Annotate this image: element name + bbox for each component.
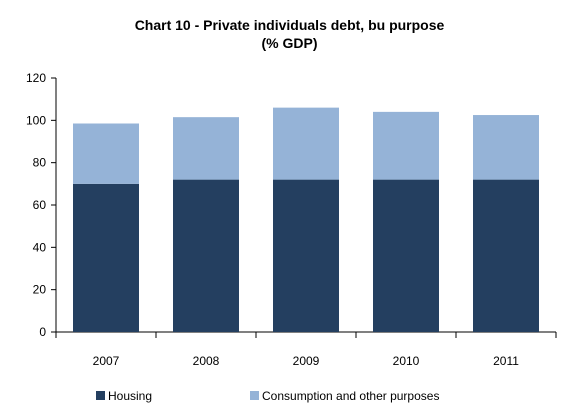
y-tick-label: 0 <box>39 325 46 339</box>
bar-consumption <box>73 123 139 184</box>
bar-consumption <box>373 111 439 180</box>
x-tick-label: 2010 <box>393 354 420 368</box>
y-tick-label: 100 <box>26 113 46 127</box>
x-tick-label: 2009 <box>293 354 320 368</box>
bars <box>73 107 539 332</box>
chart-subtitle: (% GDP) <box>261 35 318 51</box>
bar-consumption <box>273 107 339 180</box>
bar-consumption <box>173 117 239 180</box>
bar-consumption <box>473 115 539 180</box>
bar-housing <box>473 179 539 332</box>
legend-swatch <box>96 391 105 400</box>
y-tick-label: 40 <box>33 240 47 254</box>
legend-swatch <box>250 391 259 400</box>
y-tick-label: 80 <box>33 156 47 170</box>
x-tick-label: 2008 <box>193 354 220 368</box>
y-axis: 0 20 40 60 80 100 120 <box>26 71 57 339</box>
legend: Housing Consumption and other purposes <box>96 389 439 403</box>
bar-housing <box>373 179 439 332</box>
x-axis: 2007 2008 2009 2010 2011 <box>55 331 557 368</box>
bar-housing <box>73 183 139 332</box>
x-tick-label: 2011 <box>493 354 519 368</box>
chart-title-line: Chart 10 - Private individuals debt, bu … <box>134 17 445 33</box>
bar-housing <box>173 179 239 332</box>
x-tick-label: 2007 <box>93 354 120 368</box>
y-tick-label: 20 <box>33 283 47 297</box>
chart-title: Chart 10 - Private individuals debt, bu … <box>0 16 579 52</box>
bar-housing <box>273 179 339 332</box>
legend-label: Housing <box>108 389 152 403</box>
legend-label: Consumption and other purposes <box>262 389 439 403</box>
y-tick-label: 60 <box>33 198 47 212</box>
y-tick-label: 120 <box>26 71 46 85</box>
